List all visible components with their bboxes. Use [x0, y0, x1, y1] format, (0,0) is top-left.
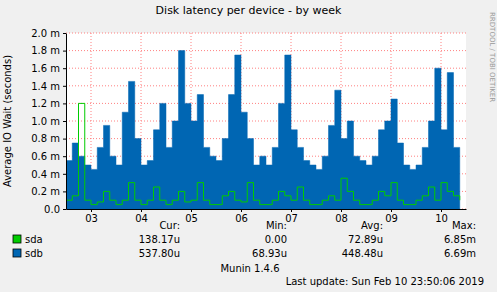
y-tick: 1.8 m — [31, 45, 66, 56]
grid-line-y — [66, 33, 466, 34]
marks — [66, 51, 460, 209]
legend-stat: 6.69m — [444, 248, 476, 259]
x-tick-label: 10 — [435, 213, 448, 224]
legend-stat: 68.93u — [252, 248, 287, 259]
credit: Munin 1.4.6 — [220, 263, 279, 274]
x-tick-mark — [341, 209, 342, 212]
grid — [66, 33, 466, 209]
y-tick-mark — [63, 209, 66, 210]
legend-stat: 138.17u — [139, 234, 180, 245]
legend-stat: 537.80u — [139, 248, 180, 259]
x-tick: 05 — [185, 209, 198, 224]
legend-stat: 0.00 — [265, 234, 287, 245]
legend-header: Avg: — [361, 220, 383, 231]
x-tick-mark — [391, 209, 392, 212]
x-axis-line — [67, 209, 467, 210]
y-tick-mark — [63, 86, 66, 87]
x-tick-mark — [91, 209, 92, 212]
x-tick-label: 06 — [235, 213, 248, 224]
watermark: RRDTOOL / TOBI OETIKER — [488, 12, 496, 102]
y-axis: 0.0 0.2 m 0.4 m 0.6 m 0.8 m 1.0 m 1.2 m 1.4 m 1.… — [31, 28, 66, 215]
x-tick-mark — [141, 209, 142, 212]
series-area — [66, 51, 460, 209]
y-tick-label: 2.0 m — [31, 28, 60, 39]
y-tick-mark — [63, 121, 66, 122]
x-tick-mark — [291, 209, 292, 212]
legend-swatch — [13, 249, 21, 257]
legend-stat: 448.48u — [342, 248, 383, 259]
legend-label: sda — [25, 234, 43, 245]
x-tick-mark — [241, 209, 242, 212]
y-tick: 1.0 m — [31, 116, 66, 127]
x-tick: 04 — [135, 209, 148, 224]
y-tick: 0.8 m — [31, 133, 66, 144]
legend-swatch — [13, 235, 21, 243]
x-tick: 10 — [435, 209, 448, 224]
y-tick: 1.6 m — [31, 63, 66, 74]
y-tick-label: 0.2 m — [31, 186, 60, 197]
y-axis-line — [66, 34, 67, 210]
y-tick-mark — [63, 51, 66, 52]
plot-area — [66, 33, 466, 209]
x-tick: 08 — [335, 209, 348, 224]
legend: Cur: Min: Avg: Max: sda 138.17u 0.00 72.89u 6.85… — [13, 220, 476, 259]
y-tick-label: 1.2 m — [31, 98, 60, 109]
y-tick-label: 1.6 m — [31, 63, 60, 74]
y-tick-mark — [63, 33, 66, 34]
y-tick: 2.0 m — [31, 28, 66, 39]
chart: Disk latency per device - by week Average… — [0, 0, 497, 292]
grid-line-y — [66, 50, 466, 51]
x-tick: 07 — [285, 209, 298, 224]
y-tick-mark — [63, 191, 66, 192]
legend-header: Cur: — [159, 220, 180, 231]
legend-label: sdb — [25, 248, 43, 259]
y-tick-mark — [63, 68, 66, 69]
legend-header: Max: — [452, 220, 476, 231]
y-tick-mark — [63, 139, 66, 140]
x-tick-label: 08 — [335, 213, 348, 224]
x-tick-label: 04 — [135, 213, 148, 224]
footer: Last update: Sun Feb 10 23:50:06 2019 — [286, 276, 484, 287]
legend-stat: 6.85m — [444, 234, 476, 245]
y-tick: 0.0 — [44, 204, 66, 215]
legend-stat: 72.89u — [348, 234, 383, 245]
y-tick-mark — [63, 174, 66, 175]
y-tick-label: 0.8 m — [31, 133, 60, 144]
x-tick-mark — [191, 209, 192, 212]
y-tick-mark — [63, 156, 66, 157]
y-tick: 0.4 m — [31, 169, 66, 180]
title: Disk latency per device - by week — [156, 4, 342, 17]
legend-header: Min: — [266, 220, 287, 231]
y-tick-label: 0.0 — [44, 204, 60, 215]
y-tick-mark — [63, 103, 66, 104]
y-tick: 0.2 m — [31, 186, 66, 197]
y-tick-label: 0.6 m — [31, 151, 60, 162]
x-tick: 09 — [385, 209, 398, 224]
grid-line-y — [66, 85, 466, 86]
y-tick: 1.2 m — [31, 98, 66, 109]
background — [0, 0, 497, 292]
grid-line-y — [66, 103, 466, 104]
x-tick-mark — [441, 209, 442, 212]
y-tick-label: 1.8 m — [31, 45, 60, 56]
y-tick: 0.6 m — [31, 151, 66, 162]
grid-line-y — [66, 68, 466, 69]
y-tick-label: 1.4 m — [31, 81, 60, 92]
x-tick-label: 09 — [385, 213, 398, 224]
x-tick-label: 05 — [185, 213, 198, 224]
y-tick-label: 1.0 m — [31, 116, 60, 127]
x-tick-label: 07 — [285, 213, 298, 224]
x-tick: 06 — [235, 209, 248, 224]
series-line — [66, 103, 460, 204]
y-axis-title: Average IO Wait (seconds) — [2, 55, 13, 187]
x-tick: 03 — [85, 209, 98, 224]
y-tick-label: 0.4 m — [31, 169, 60, 180]
y-tick: 1.4 m — [31, 81, 66, 92]
x-tick-label: 03 — [85, 213, 98, 224]
